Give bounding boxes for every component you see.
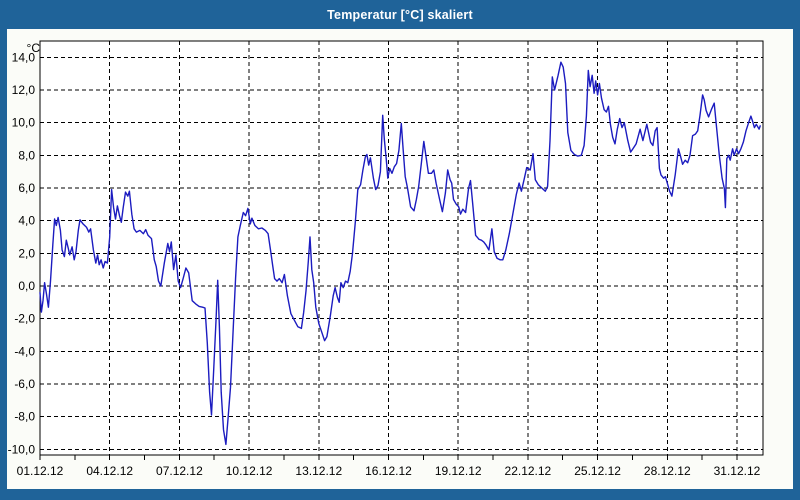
x-tick-label: 01.12.12 (17, 464, 64, 478)
x-tick-label: 13.12.12 (295, 464, 342, 478)
series-line-temperatur (39, 61, 761, 446)
x-tick-label: 07.12.12 (156, 464, 203, 478)
y-tick-label: 0,0 (18, 279, 35, 293)
window-border-left (0, 29, 7, 500)
x-tick-label: 28.12.12 (644, 464, 691, 478)
y-tick-label: 8,0 (18, 148, 35, 162)
y-tick-label: -10,0 (8, 442, 36, 456)
y-tick-label: -4,0 (14, 344, 35, 358)
x-tick-label: 25.12.12 (574, 464, 621, 478)
y-unit-label: °C (27, 41, 41, 55)
x-tick-label: 31.12.12 (714, 464, 761, 478)
plot-frame (39, 40, 764, 456)
y-tick-label: 4,0 (18, 214, 35, 228)
x-tick-label: 04.12.12 (86, 464, 133, 478)
x-tick-label: 10.12.12 (226, 464, 273, 478)
y-tick-label: 2,0 (18, 246, 35, 260)
y-tick-label: -6,0 (14, 377, 35, 391)
y-tick-label: 10,0 (12, 116, 36, 130)
x-tick-label: 16.12.12 (365, 464, 412, 478)
x-tick-label: 19.12.12 (435, 464, 482, 478)
y-tick-label: -8,0 (14, 410, 35, 424)
y-tick-label: 6,0 (18, 181, 35, 195)
axis-ticks (39, 455, 738, 460)
axis-labels: 14,0 12,0 10,0 8,0 6,0 4,0 2,0 0,0 -2,0 -4,0 -6,0 -… (8, 41, 761, 478)
title-bar[interactable]: Temperatur [°C] skaliert (0, 0, 800, 29)
window-title: Temperatur [°C] skaliert (327, 7, 473, 22)
y-tick-label: -2,0 (14, 312, 35, 326)
gridlines (40, 41, 763, 455)
window-border-bottom (0, 489, 800, 500)
y-tick-label: 12,0 (12, 83, 36, 97)
window-border-right (793, 29, 800, 500)
y-tick-label: 14,0 (12, 50, 36, 64)
x-tick-label: 22.12.12 (505, 464, 552, 478)
